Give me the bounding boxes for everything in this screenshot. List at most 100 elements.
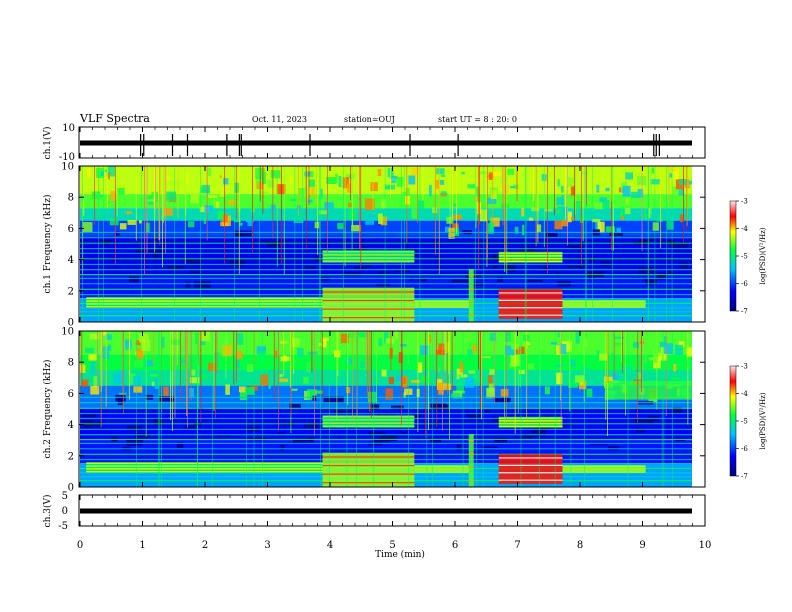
spec-noise	[345, 358, 353, 365]
xtick-label: 6	[452, 540, 458, 551]
spec-noise	[522, 224, 525, 236]
spec-noise	[486, 387, 495, 399]
spec-noise	[666, 220, 674, 230]
spec-noise	[340, 333, 350, 344]
spec-noise	[435, 349, 446, 355]
spec-noise	[411, 167, 419, 176]
spec-noise	[104, 169, 109, 172]
spec-noise	[246, 364, 254, 372]
spec-noise	[459, 361, 464, 373]
spec-noise	[461, 171, 465, 175]
spec-noise	[234, 182, 240, 193]
spec-noise	[189, 377, 200, 384]
spec-noise	[620, 211, 623, 218]
spec-noise	[280, 340, 289, 344]
spec-noise	[473, 375, 478, 380]
cb-tick-label: -7	[741, 308, 748, 316]
ytick-label: 4	[68, 255, 74, 266]
ch1-ytick-top: 10	[62, 123, 75, 134]
spec-noise	[326, 177, 336, 185]
spec-dark	[409, 278, 415, 281]
spec-noise	[403, 392, 406, 399]
spec-noise	[614, 342, 623, 347]
spec-noise	[417, 200, 425, 210]
spec-dark	[320, 277, 331, 281]
spec-dark	[451, 279, 469, 283]
spec-noise	[400, 343, 407, 347]
spec-dark	[372, 437, 391, 443]
spec-noise	[460, 374, 468, 378]
spec-noise	[245, 386, 255, 395]
spec-noise	[625, 198, 630, 206]
spec-noise	[200, 340, 206, 345]
spec-noise	[311, 187, 315, 197]
spec-burst	[498, 416, 563, 428]
spec-burst	[498, 289, 563, 319]
spec-noise	[528, 217, 534, 221]
spec-noise	[238, 386, 247, 393]
spec-noise	[612, 374, 619, 382]
colorbar-ch2-ticks: -3 -4 -5 -6 -7	[736, 363, 748, 481]
spec-noise	[189, 388, 195, 398]
spec-noise	[370, 182, 378, 192]
spec-dark	[568, 265, 582, 268]
spec-noise	[561, 220, 569, 227]
ch3-ytick-neg5: -5	[58, 521, 68, 532]
spec-noise	[82, 379, 89, 387]
spec-dark	[497, 277, 504, 283]
spec-noise	[586, 388, 593, 398]
spec-noise	[110, 190, 117, 201]
spec-noise	[307, 389, 317, 400]
spec-noise	[239, 391, 248, 401]
spec-noise	[489, 369, 495, 375]
xtick-label: 8	[577, 540, 583, 551]
ytick-label: 2	[68, 286, 74, 297]
spec-noise	[364, 198, 375, 211]
spec-noise	[673, 364, 677, 372]
spec-noise	[308, 179, 315, 188]
spec-noise	[113, 374, 124, 384]
spec-noise	[624, 208, 631, 215]
ch2-spectrogram-panel: 0 2 4 6 8 10 ch.2 Frequency (kHz)	[42, 327, 706, 494]
spec-dark	[638, 267, 656, 274]
spec-noise	[451, 227, 459, 237]
ytick-label: 10	[61, 327, 74, 338]
spec-dark	[567, 245, 584, 250]
spec-dark	[481, 446, 498, 449]
spec-dark	[502, 265, 515, 270]
spec-dark	[670, 242, 689, 249]
spec-noise	[438, 343, 445, 355]
spec-noise	[236, 351, 243, 359]
spec-noise	[438, 367, 441, 373]
spec-dark	[456, 444, 462, 451]
spec-noise	[139, 333, 149, 343]
ch1-ylabel: ch.1(V)	[42, 127, 53, 160]
spec-noise	[303, 390, 310, 401]
spec-dark	[365, 263, 372, 267]
colorbar-ch2-gradient	[729, 365, 737, 477]
spec-noise	[688, 180, 694, 185]
spec-noise	[373, 214, 382, 217]
spec-noise	[570, 185, 576, 196]
spec-noise	[431, 206, 438, 214]
spec-noise	[384, 332, 389, 344]
spec-noise	[450, 393, 460, 398]
spec-noise	[208, 195, 218, 198]
spec-noise	[602, 200, 610, 209]
spec-noise	[290, 198, 297, 202]
spec-dark	[128, 276, 139, 283]
spec-dark	[305, 266, 316, 271]
spec-noise	[557, 332, 560, 338]
spec-noise	[101, 351, 110, 359]
header-date: Oct. 11, 2023	[252, 115, 307, 124]
ch1-spec-ylabel-ch: ch.1 Frequency (kHz)	[42, 195, 53, 294]
colorbar-ch1: -3 -4 -5 -6 -7 log(PSD)(V²/Hz)	[729, 198, 767, 316]
ch3-ytick-0: 0	[62, 506, 68, 517]
spec-noise	[436, 179, 440, 189]
spec-noise	[404, 195, 411, 205]
spec-dark	[289, 403, 301, 409]
spec-noise	[275, 350, 278, 358]
spec-noise	[190, 369, 196, 376]
spec-noise	[556, 372, 563, 385]
spec-noise	[342, 177, 350, 189]
